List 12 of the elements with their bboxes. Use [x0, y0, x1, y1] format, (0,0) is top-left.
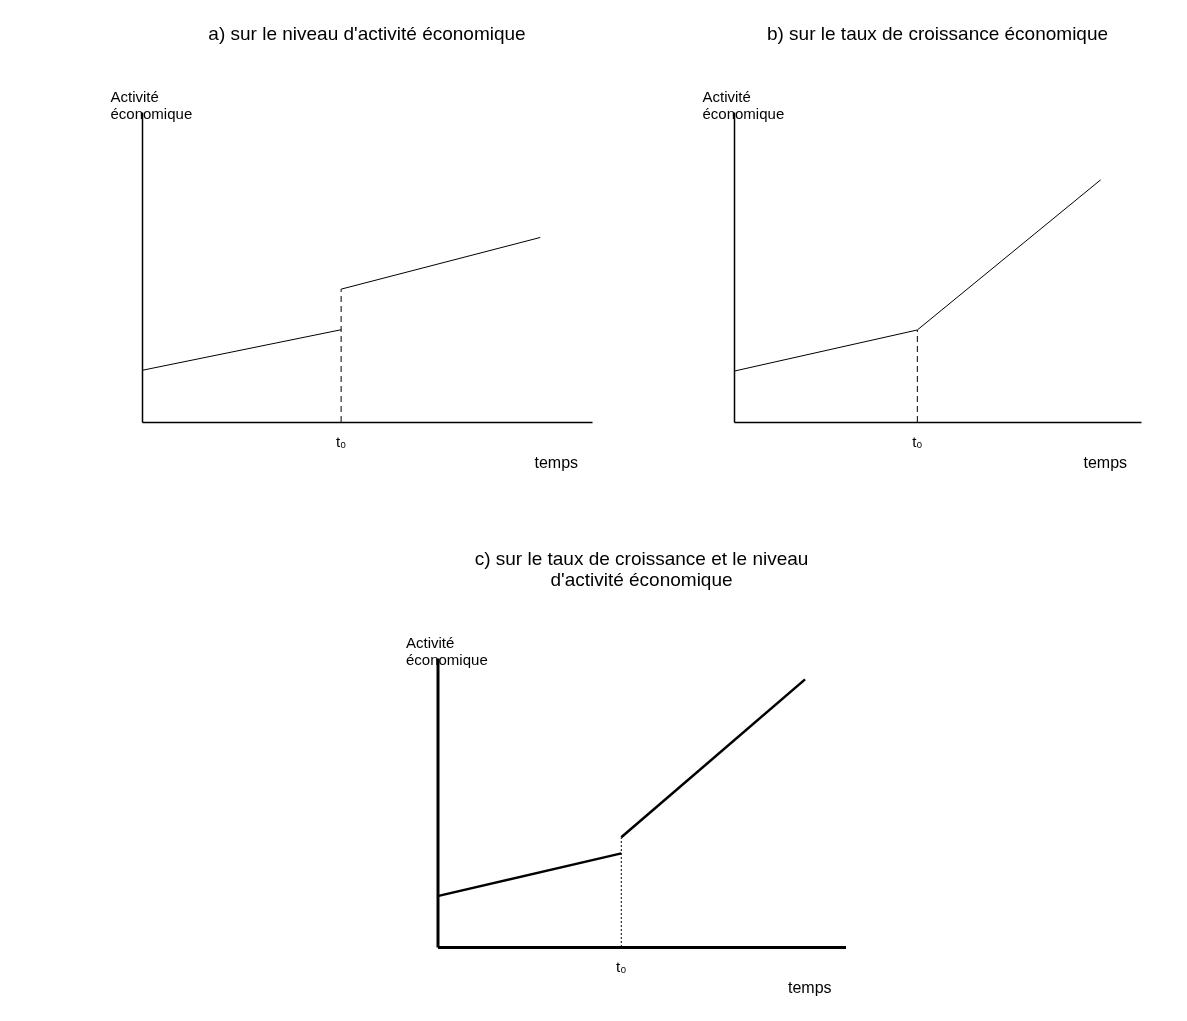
- y-axis-title: Activité économique: [702, 87, 785, 122]
- x-axis-title: temps: [534, 453, 579, 471]
- chart-title: a) sur le niveau d'activité économique: [208, 23, 526, 44]
- text: t₀: [912, 433, 923, 450]
- y-axis-title: Activité économique: [406, 633, 488, 668]
- chart-title: c) sur le taux de croissance et le niveau d'activité économique: [474, 548, 809, 590]
- y-axis-title: Activité économique: [110, 87, 193, 122]
- chart-title: b) sur le taux de croissance économique: [766, 23, 1109, 44]
- text: t₀: [616, 958, 627, 975]
- x-axis-title: temps: [788, 978, 832, 996]
- text: t₀: [335, 433, 347, 450]
- x-axis-title: temps: [1083, 453, 1128, 471]
